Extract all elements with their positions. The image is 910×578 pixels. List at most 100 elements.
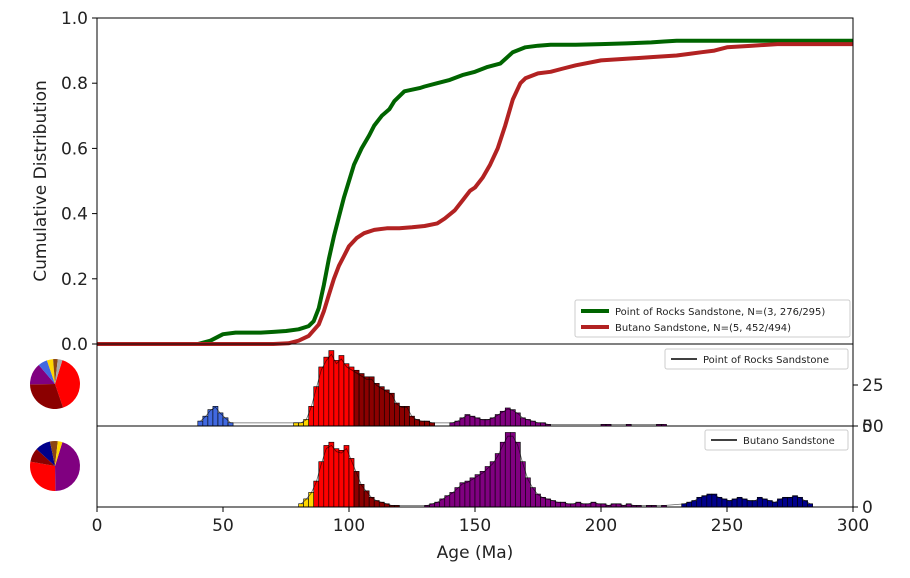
histogram-bar [555,501,561,508]
y-axis-label: Cumulative Distribution [31,80,51,282]
histogram-2-legend: Butano Sandstone [704,429,849,451]
pie-slice [46,359,55,384]
histogram-bar [746,500,753,508]
histogram-bar [479,471,486,508]
histogram-bar [363,376,370,427]
histogram-2-y-ticks: 050 [853,417,884,518]
histogram-bar [394,402,400,427]
pie-chart-point-of-rocks [29,358,80,409]
pie-slice [30,384,64,409]
histogram-bar [504,432,511,508]
histogram-1-legend-box [664,348,849,370]
histogram-density-line [300,435,811,506]
histogram-bar [479,419,486,427]
histogram-bar [509,432,516,508]
pie-slice [29,364,55,385]
histogram-bar [701,495,708,508]
x-tick-label: 150 [459,516,491,536]
cdf-y-tick-label: 1.0 [61,9,88,29]
histogram-bar [338,355,345,427]
histogram-bar [333,360,340,427]
histogram-bar [373,383,380,427]
histogram-1-legend-label: Point of Rocks Sandstone [703,355,829,366]
x-tick-label: 50 [212,516,234,536]
x-tick-label: 100 [333,516,365,536]
histogram-bar [313,480,320,508]
histogram-bar [378,386,385,427]
histogram-bar [328,350,335,427]
histogram-y-tick-label: 25 [862,376,884,396]
pie-slice [53,358,58,384]
cdf-panel: 0.0 0.2 0.4 0.6 0.8 1.0 Cumulative Distributi… [31,9,854,355]
histogram-bar [323,356,330,427]
cdf-y-tick-label: 0.4 [61,205,88,225]
histogram-bar [358,373,365,427]
x-tick-label: 0 [92,516,103,536]
legend-label-point-of-rocks: Point of Rocks Sandstone, N=(3, 276/295) [615,307,825,318]
histogram-bar [313,386,320,427]
legend-label-butano: Butano Sandstone, N=(5, 452/494) [615,323,791,334]
histogram-bar [338,449,345,508]
histogram-bar [509,409,516,427]
histogram-bar [348,366,355,427]
x-axis-label: Age (Ma) [437,543,514,563]
x-tick-label: 300 [837,516,869,536]
histogram-bar [368,376,375,427]
pie-chart-butano [29,441,80,492]
histogram-bar [303,419,309,427]
pie-slice [30,449,55,466]
pie-slice [38,360,55,384]
histogram-bar [464,480,471,508]
histogram-bar [751,500,758,508]
histogram-bar [489,461,496,508]
pie-slice [55,441,63,466]
histogram-bar [474,474,481,508]
histogram-bar [222,417,229,427]
histogram-bar [353,369,360,427]
histogram-1-legend: Point of Rocks Sandstone [664,348,849,370]
histogram-bar [787,496,793,508]
histogram-panel-butano: 050 Butano Sandstone [29,417,884,518]
histogram-bar [499,441,506,508]
histogram-bar [308,406,315,427]
histogram-bar [383,389,390,427]
cdf-legend: Point of Rocks Sandstone, N=(3, 276/295)… [574,299,851,338]
histogram-bar [484,466,491,508]
histogram-bar [399,406,405,427]
pie-slice [55,360,80,408]
histogram-bar [197,420,204,427]
pie-slice [55,359,63,384]
cdf-y-ticks: 0.0 0.2 0.4 0.6 0.8 1.0 [61,9,97,355]
x-tick-label: 200 [585,516,617,536]
histogram-bar [343,445,350,508]
cdf-line-point-of-rocks [97,38,853,346]
cdf-y-tick-label: 0.0 [61,335,88,355]
histogram-bar [459,482,466,508]
histogram-y-tick-label: 50 [862,417,884,437]
histogram-bar [404,406,410,427]
histogram-bar [469,477,476,508]
cdf-line-butano [97,42,853,346]
histogram-bar [202,415,209,427]
histogram-bar [792,495,798,508]
histogram-2-legend-label: Butano Sandstone [743,436,835,447]
pie-slice [49,441,58,466]
histogram-bar [726,500,733,508]
histogram-bar [494,453,501,508]
x-tick-label: 250 [711,516,743,536]
histogram-bar [333,448,340,508]
histogram-bars-point-of-rocks [197,350,667,427]
histogram-2-legend-box [704,429,849,451]
x-axis-ticks: 0 50 100 150 200 250 300 [92,507,869,536]
histogram-y-tick-label: 0 [862,417,873,437]
histogram-bar [343,363,350,427]
cdf-lines [97,38,853,346]
cdf-legend-box [574,299,851,338]
histogram-bar [706,493,713,508]
histogram-bar [308,492,315,508]
histogram-bar [303,498,309,508]
histogram-bar [328,441,335,508]
histogram-bar [772,501,778,508]
histogram-density-line [200,353,664,425]
